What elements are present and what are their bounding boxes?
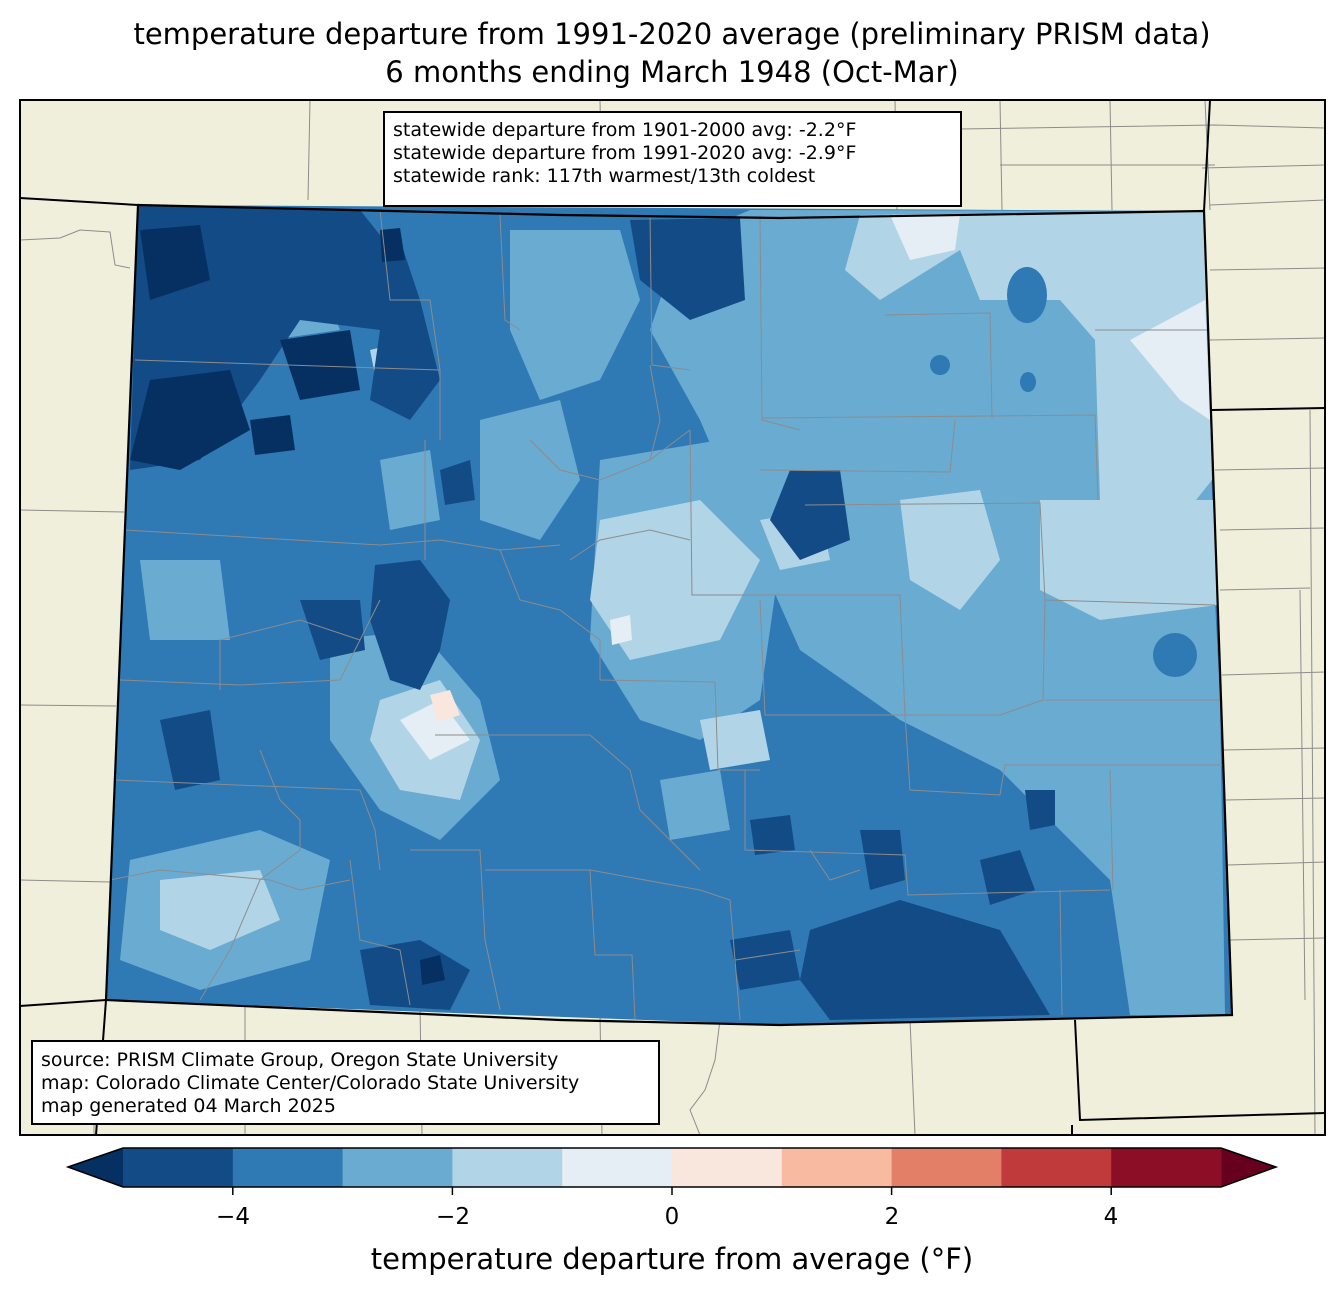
colorbar-bin-1 [232, 1148, 344, 1187]
colorbar-bin-7 [891, 1148, 1002, 1187]
colorado-border [104, 203, 1234, 1027]
map-title-line-2: 6 months ending March 1948 (Oct-Mar) [385, 55, 959, 89]
colorbar [65, 1147, 1279, 1195]
colorbar-ticks [232, 1187, 1112, 1195]
colorbar-bins [123, 1148, 1222, 1187]
colorbar-bin-8 [1001, 1148, 1112, 1187]
colorbar-bin-5 [672, 1148, 783, 1187]
colorbar-bin-3 [452, 1148, 563, 1187]
colorbar-under-arrow [68, 1148, 123, 1187]
colorbar-outline [65, 1147, 1279, 1188]
colorbar-bin-4 [562, 1148, 673, 1187]
map-title-line-1: temperature departure from 1991-2020 ave… [133, 17, 1211, 51]
stats-departure-1991-2020: statewide departure from 1991-2020 avg: … [393, 142, 857, 164]
colorbar-tick-label-0: 0 [664, 1204, 680, 1230]
stats-rank: statewide rank: 117th warmest/13th colde… [393, 165, 816, 187]
map-frame [19, 99, 1326, 1136]
generated-date-line: map generated 04 March 2025 [41, 1095, 336, 1117]
statewide-stats-box: statewide departure from 1901-2000 avg: … [383, 111, 962, 207]
field-darkest-blue [130, 225, 445, 985]
colorbar-bin-0 [123, 1148, 234, 1187]
stats-departure-1901-2000: statewide departure from 1901-2000 avg: … [393, 119, 857, 141]
colorbar-label: temperature departure from average (°F) [370, 1242, 974, 1276]
county-lines [109, 209, 1225, 1021]
colorbar-bin-6 [781, 1148, 893, 1187]
colorbar-tick-label-2: 2 [884, 1204, 900, 1230]
colorbar-bin-2 [342, 1148, 453, 1187]
colorbar-tick-label-neg2: −2 [436, 1204, 470, 1230]
colorbar-tick-label-4: 4 [1103, 1204, 1119, 1230]
colorbar-bin-9 [1111, 1148, 1222, 1187]
colorbar-over-arrow [1221, 1148, 1276, 1187]
temperature-field [106, 205, 1232, 1025]
map-credit-line: map: Colorado Climate Center/Colorado St… [41, 1072, 580, 1094]
colorbar-tick-label-neg4: −4 [216, 1204, 250, 1230]
field-pale-pink [430, 690, 460, 722]
field-mid-blue-spots [930, 267, 1197, 677]
source-attribution-box: source: PRISM Climate Group, Oregon Stat… [31, 1040, 660, 1125]
source-line: source: PRISM Climate Group, Oregon Stat… [41, 1049, 559, 1071]
